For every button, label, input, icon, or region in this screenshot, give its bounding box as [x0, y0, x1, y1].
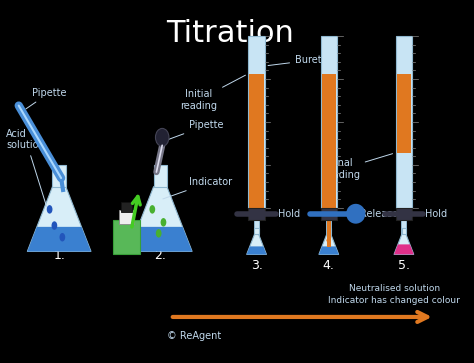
- Ellipse shape: [47, 205, 53, 214]
- Text: 2.: 2.: [155, 249, 166, 262]
- Bar: [396, 208, 412, 220]
- Bar: [327, 228, 331, 234]
- Bar: [320, 36, 337, 208]
- Text: Pipette: Pipette: [169, 121, 224, 139]
- Bar: [320, 208, 337, 220]
- Ellipse shape: [149, 205, 155, 214]
- Bar: [255, 237, 258, 248]
- Text: 3.: 3.: [251, 259, 263, 272]
- Polygon shape: [246, 234, 266, 254]
- Bar: [119, 210, 134, 224]
- Bar: [402, 237, 405, 248]
- Text: Pipette: Pipette: [26, 88, 67, 109]
- Bar: [321, 74, 336, 208]
- Bar: [154, 165, 167, 187]
- Polygon shape: [394, 234, 414, 254]
- Text: Release: Release: [360, 209, 398, 219]
- Text: 5.: 5.: [398, 259, 410, 272]
- Bar: [397, 74, 411, 153]
- Bar: [113, 220, 140, 254]
- Polygon shape: [128, 187, 192, 252]
- Text: Hold: Hold: [278, 209, 300, 219]
- Polygon shape: [319, 234, 338, 254]
- Bar: [121, 202, 132, 212]
- Polygon shape: [319, 246, 338, 254]
- Text: Indicator: Indicator: [163, 177, 232, 199]
- Bar: [255, 228, 259, 234]
- Bar: [328, 237, 330, 248]
- Ellipse shape: [327, 239, 328, 242]
- Text: 4.: 4.: [323, 259, 335, 272]
- Ellipse shape: [155, 129, 169, 146]
- FancyArrowPatch shape: [132, 196, 140, 227]
- Text: Titration: Titration: [166, 19, 293, 48]
- Ellipse shape: [328, 244, 330, 247]
- Bar: [402, 228, 406, 234]
- Bar: [248, 208, 265, 220]
- Bar: [248, 36, 265, 208]
- Ellipse shape: [156, 229, 162, 238]
- Text: Burette: Burette: [268, 55, 332, 66]
- Ellipse shape: [161, 218, 166, 227]
- Text: Initial
reading: Initial reading: [180, 75, 246, 111]
- Polygon shape: [27, 187, 91, 252]
- Text: Hold: Hold: [425, 209, 447, 219]
- Bar: [327, 220, 331, 248]
- Text: Neutralised solution
Indicator has changed colour: Neutralised solution Indicator has chang…: [328, 284, 460, 305]
- Polygon shape: [394, 244, 414, 254]
- Polygon shape: [246, 246, 266, 254]
- Polygon shape: [27, 227, 91, 252]
- Bar: [396, 36, 412, 208]
- Bar: [53, 165, 66, 187]
- Bar: [401, 220, 406, 237]
- Polygon shape: [128, 227, 192, 252]
- Text: Acid
solution: Acid solution: [6, 129, 47, 207]
- Text: 1.: 1.: [53, 249, 65, 262]
- Bar: [254, 220, 259, 237]
- Text: Final
reading: Final reading: [323, 154, 392, 180]
- Ellipse shape: [52, 221, 57, 230]
- Text: © ReAgent: © ReAgent: [167, 331, 221, 341]
- Bar: [249, 74, 264, 208]
- Ellipse shape: [346, 204, 365, 224]
- Ellipse shape: [59, 233, 65, 241]
- Bar: [327, 220, 331, 237]
